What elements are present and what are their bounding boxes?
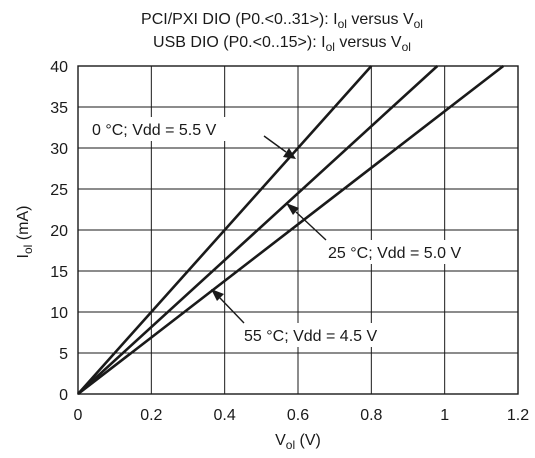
series-line-2 [77,64,505,396]
annotation-bg-25 [324,240,510,264]
x-tick-labels: 0 0.2 0.4 0.6 0.8 1 1.2 [74,407,530,424]
annotation-25c-arrow [295,211,327,241]
annotation-bg-55 [240,323,426,347]
annotation-0c-arrow [263,135,287,153]
x-tick-label: 1 [440,407,449,424]
y-tick-label: 0 [59,387,68,404]
y-tick-label: 30 [50,141,68,158]
series-line-1 [77,65,439,395]
y-tick-label: 5 [59,346,68,363]
title-line-2: USB DIO (P0.<0..15>): Iol versus Vol [153,34,411,54]
annotation-25c-arrowhead [286,203,299,215]
series-group [77,64,505,396]
y-tick-labels: 0 5 10 15 20 25 30 35 40 [50,59,68,404]
series-line-0 [77,65,373,395]
x-tick-label: 0.6 [287,407,309,424]
annotation-25c: 25 °C; Vdd = 5.0 V [328,245,461,262]
annotation-55c: 55 °C; Vdd = 4.5 V [244,328,377,345]
x-tick-label: 0.8 [360,407,382,424]
x-tick-label: 0.4 [214,407,236,424]
y-tick-label: 35 [50,100,68,117]
annotation-55c-arrowhead [211,289,224,301]
annotation-55c-arrow [219,297,245,324]
y-tick-label: 40 [50,59,68,76]
annotation-0c-arrowhead [283,148,296,159]
x-tick-label: 0 [74,407,83,424]
y-tick-label: 20 [50,223,68,240]
annotations: 0 °C; Vdd = 5.5 V 25 °C; Vdd = 5.0 V 55 … [88,117,510,347]
plot-frame [77,65,519,395]
x-axis-title: Vol (V) [275,432,321,452]
annotation-bg-0 [88,117,266,141]
y-tick-label: 25 [50,182,68,199]
x-tick-label: 1.2 [507,407,529,424]
x-tick-label: 0.2 [140,407,162,424]
y-axis-title: Iol (mA) [15,206,35,259]
annotation-0c: 0 °C; Vdd = 5.5 V [92,122,217,139]
title-line-1: PCI/PXI DIO (P0.<0..31>): Iol versus Vol [141,11,423,31]
y-tick-label: 10 [50,305,68,322]
y-tick-label: 15 [50,264,68,281]
chart-title: PCI/PXI DIO (P0.<0..31>): Iol versus Vol… [141,11,423,54]
